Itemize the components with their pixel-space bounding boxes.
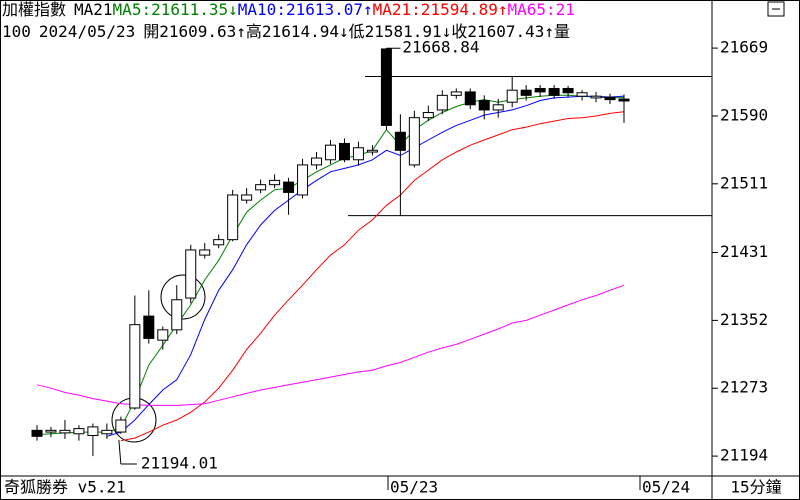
header-item: 100 (2, 22, 31, 41)
candle-body (366, 149, 378, 153)
candle-body (227, 194, 239, 241)
candle-body (87, 426, 99, 436)
candle-body (115, 419, 127, 433)
header-item: MA10:21613.07↑ (238, 0, 373, 19)
candle-body (492, 104, 504, 111)
candle-body (31, 429, 43, 437)
candle-body (338, 142, 350, 161)
annotation-leader (118, 439, 122, 465)
candle-body (171, 299, 183, 331)
candle-body (255, 184, 267, 191)
candle-body (380, 48, 392, 126)
candle-body (143, 315, 155, 339)
y-tick-label: 21669 (720, 38, 768, 57)
candle-body (464, 91, 476, 106)
x-tick-label: 05/24 (642, 478, 690, 497)
y-tick-label: 21352 (720, 310, 768, 329)
header-line: 加權指數 MA21MA5:21611.35↓MA10:21613.07↑MA21:… (2, 0, 575, 19)
y-tick-label: 21273 (720, 378, 768, 397)
annotation: 21668.84 (402, 38, 479, 57)
header-item: MA5:21611.35↓ (113, 0, 238, 19)
candle-body (129, 324, 141, 409)
header-item: MA21:21594.89↑ (373, 0, 508, 19)
candle-body (45, 429, 57, 433)
candle-body (269, 179, 281, 186)
header-item: 加權指數 (2, 0, 66, 19)
candle-body (213, 239, 225, 246)
candle-body (450, 91, 462, 96)
ma-line (106, 95, 625, 437)
candle-body (241, 194, 253, 201)
y-tick-label: 21590 (720, 105, 768, 124)
candle-body (73, 428, 85, 435)
candle-body (576, 92, 588, 97)
candle-body (520, 89, 532, 96)
candle-body (548, 87, 560, 96)
highlight-circle (160, 274, 206, 320)
y-tick-label: 21194 (720, 446, 768, 465)
candle-body (59, 429, 71, 434)
candle-body (394, 131, 406, 151)
header-item: MA65:21 (508, 0, 575, 19)
candle-body (506, 89, 518, 103)
candle-body (325, 144, 336, 161)
candle-body (297, 164, 309, 196)
app-name: 奇狐勝券 v5.21 (4, 478, 126, 497)
header-line: 100 2024/05/23 開21609.63↑高21614.94↓低21581.… (2, 22, 570, 41)
header-item: MA21 (74, 0, 113, 19)
candle-body (157, 329, 169, 341)
y-tick-label: 21431 (720, 242, 768, 261)
ma-line (120, 111, 625, 442)
candle-body (283, 181, 295, 193)
candle-body (562, 87, 574, 94)
candle-body (590, 95, 602, 99)
x-tick-label: 05/23 (390, 478, 438, 497)
candle-body (534, 87, 546, 93)
header-item: 2024/05/23 (39, 22, 135, 41)
candle-body (604, 96, 616, 101)
header-item: 開21609.63↑高21614.94↓低21581.91↓收21607.43↑… (143, 22, 570, 41)
candle-body (352, 147, 364, 161)
candle-body (408, 117, 420, 166)
annotation: 21194.01 (141, 454, 218, 473)
candle-body (478, 99, 490, 111)
y-tick-label: 21511 (720, 173, 768, 192)
candle-body (185, 249, 197, 299)
candle-body (199, 249, 211, 256)
period-label[interactable]: 15分鐘 (730, 478, 781, 497)
candle-body (422, 112, 434, 119)
candle-body (311, 157, 323, 166)
candle-body (101, 429, 113, 435)
candle-body (436, 94, 448, 111)
candle-body (618, 98, 630, 102)
